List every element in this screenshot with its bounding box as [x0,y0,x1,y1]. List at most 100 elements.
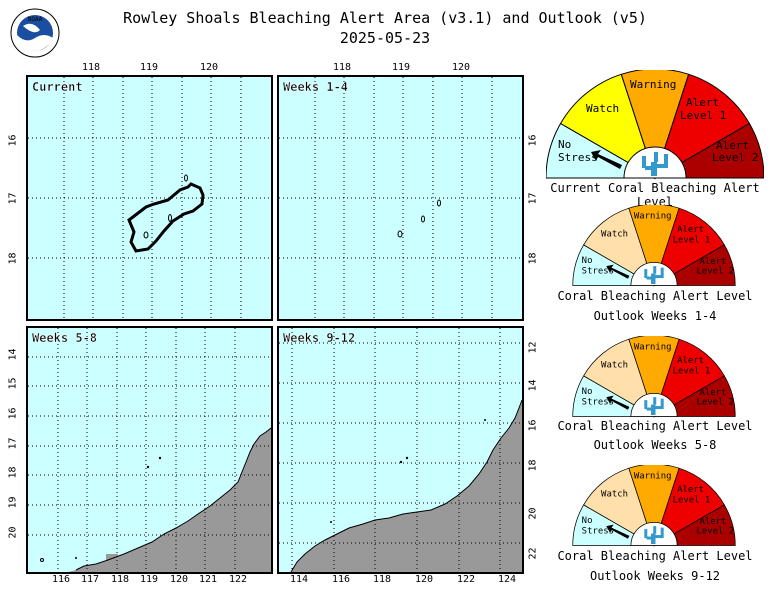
svg-text:Level 2: Level 2 [712,151,758,164]
weeks-9-12-map [279,328,522,572]
w58-bottom-tick: 116 [52,574,71,585]
svg-text:Warning: Warning [634,342,672,352]
svg-text:NOAA: NOAA [28,16,43,23]
w912-bottom-tick: 122 [457,574,476,585]
current-left-tick: 16 [7,134,19,147]
svg-text:Level 2: Level 2 [696,398,734,408]
panel-label-current: Current [32,80,83,94]
svg-text:Watch: Watch [601,489,628,499]
svg-text:Alert: Alert [699,257,726,267]
w912-right-tick: 16 [527,419,539,432]
reef-marker [484,419,486,421]
w58-left-tick: 20 [7,526,19,539]
w912-bottom-tick: 118 [373,574,392,585]
gauge-caption-weeks-5-8: Coral Bleaching Alert Level [557,419,753,433]
reef-marker [437,199,441,207]
coral-icon [644,266,664,285]
gauge-pointer-arrow [591,150,622,169]
w58-bottom-tick: 119 [140,574,159,585]
w14-top-tick: 118 [333,62,352,73]
weeks-1-4-map [279,77,522,319]
svg-text:No: No [582,256,593,266]
w58-left-tick: 16 [7,407,19,420]
svg-text:Warning: Warning [634,211,672,221]
reef-marker [330,521,332,523]
reef-marker [158,456,162,460]
w912-bottom-tick: 116 [332,574,351,585]
w14-top-tick: 119 [392,62,411,73]
gauge-pointer-arrow [606,524,630,539]
svg-text:Level 1: Level 1 [680,109,726,122]
reef-marker [421,215,425,223]
svg-text:No: No [558,138,571,151]
reef-marker [405,456,409,460]
panel-label-weeks-1-4: Weeks 1-4 [283,80,349,94]
current-map [28,77,271,319]
alert-gauge-weeks-9-12: No Stress Watch Warning Alert Level 1 Al… [569,463,739,547]
svg-text:Stress: Stress [582,398,614,408]
reef-marker [40,558,44,562]
svg-text:Level 1: Level 1 [673,495,711,505]
svg-text:Watch: Watch [586,102,619,115]
w912-right-tick: 18 [527,459,539,472]
current-top-tick: 119 [140,62,159,73]
svg-text:Stress: Stress [558,151,598,164]
gauge-pointer-arrow [606,395,630,410]
svg-text:Level 2: Level 2 [696,267,734,277]
page-title: Rowley Shoals Bleaching Alert Area (v3.1… [123,9,647,27]
w14-right-tick: 18 [527,252,539,265]
weeks-5-8-map [28,328,271,572]
svg-text:Alert: Alert [677,356,704,366]
reef-marker [168,214,172,222]
coral-icon [644,526,664,545]
w912-bottom-tick: 120 [415,574,434,585]
svg-text:Alert: Alert [699,388,726,398]
land-mass [68,428,271,572]
alert-gauge-current: No Stress Watch Warning Alert Level 1 Al… [545,68,765,180]
current-left-tick: 18 [7,252,19,265]
w58-bottom-tick: 122 [229,574,248,585]
map-panel-weeks-1-4: Weeks 1-4 [277,75,524,321]
reef-marker [399,460,403,464]
w912-right-tick: 20 [527,507,539,520]
gauge-caption-weeks-9-12: Coral Bleaching Alert Level [557,549,753,563]
alert-area-outline [127,182,205,253]
page-date: 2025-05-23 [339,29,431,47]
svg-text:No: No [582,387,593,397]
svg-text:Level 1: Level 1 [673,366,711,376]
reef-marker [75,557,77,559]
alert-gauge-weeks-1-4: No Stress Watch Warning Alert Level 1 Al… [569,203,739,287]
gauge-pointer-arrow [606,264,630,279]
w58-left-tick: 14 [7,348,19,361]
svg-text:Warning: Warning [634,471,672,481]
w912-right-tick: 14 [527,379,539,392]
svg-text:Watch: Watch [601,229,628,239]
reef-marker [184,174,188,182]
svg-text:No: No [582,516,593,526]
w14-top-tick: 120 [452,62,471,73]
w58-left-tick: 18 [7,466,19,479]
gauge-subcaption-weeks-5-8: Outlook Weeks 5-8 [593,438,717,452]
noaa-logo: NOAA [10,8,60,58]
reef-marker [146,465,150,469]
w912-bottom-tick: 124 [498,574,517,585]
w14-right-tick: 16 [527,134,539,147]
svg-text:Alert: Alert [686,96,719,109]
w912-bottom-tick: 114 [290,574,309,585]
svg-text:Level 2: Level 2 [696,527,734,537]
coral-icon [642,152,668,176]
w58-left-tick: 19 [7,496,19,509]
land-mass [291,400,522,572]
svg-text:Warning: Warning [630,78,676,91]
coral-icon [644,397,664,416]
w58-left-tick: 17 [7,437,19,450]
current-left-tick: 17 [7,192,19,205]
panel-label-weeks-5-8: Weeks 5-8 [32,331,98,345]
gauge-subcaption-weeks-9-12: Outlook Weeks 9-12 [589,569,721,583]
map-panel-current: Current [26,75,273,321]
reef-marker [397,230,403,238]
svg-text:Alert: Alert [716,139,749,152]
map-panel-weeks-5-8: Weeks 5-8 [26,326,273,574]
svg-text:Stress: Stress [582,527,614,537]
svg-text:Alert: Alert [699,517,726,527]
